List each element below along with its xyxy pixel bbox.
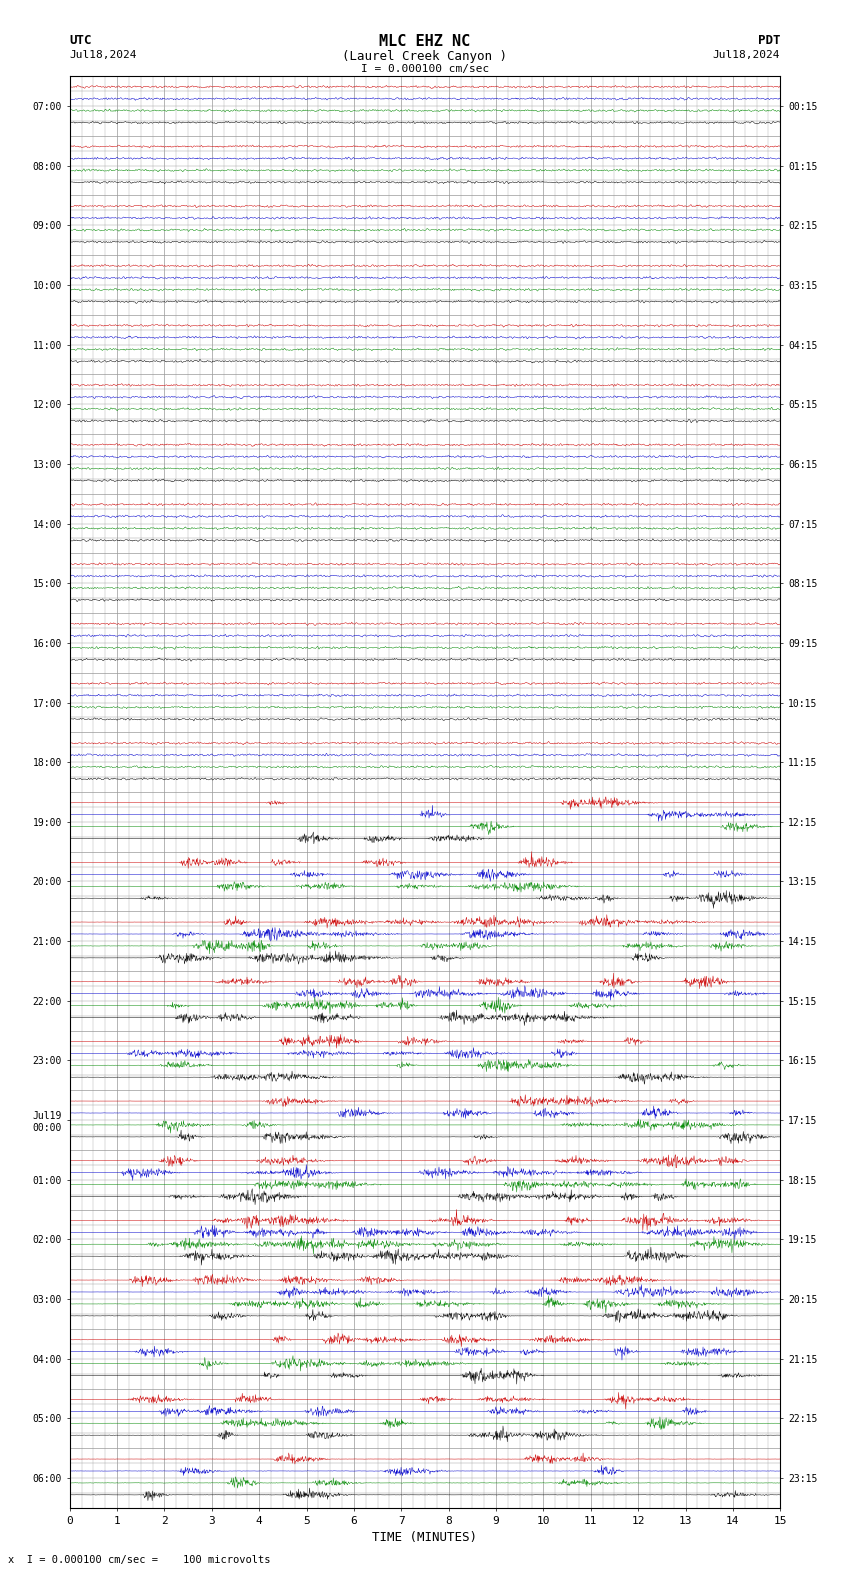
X-axis label: TIME (MINUTES): TIME (MINUTES) — [372, 1532, 478, 1544]
Text: (Laurel Creek Canyon ): (Laurel Creek Canyon ) — [343, 49, 507, 63]
Text: x  I = 0.000100 cm/sec =    100 microvolts: x I = 0.000100 cm/sec = 100 microvolts — [8, 1555, 271, 1565]
Text: MLC EHZ NC: MLC EHZ NC — [379, 33, 471, 49]
Text: Jul18,2024: Jul18,2024 — [713, 49, 780, 60]
Text: PDT: PDT — [758, 33, 780, 48]
Text: UTC: UTC — [70, 33, 92, 48]
Text: I = 0.000100 cm/sec: I = 0.000100 cm/sec — [361, 63, 489, 74]
Text: Jul18,2024: Jul18,2024 — [70, 49, 137, 60]
